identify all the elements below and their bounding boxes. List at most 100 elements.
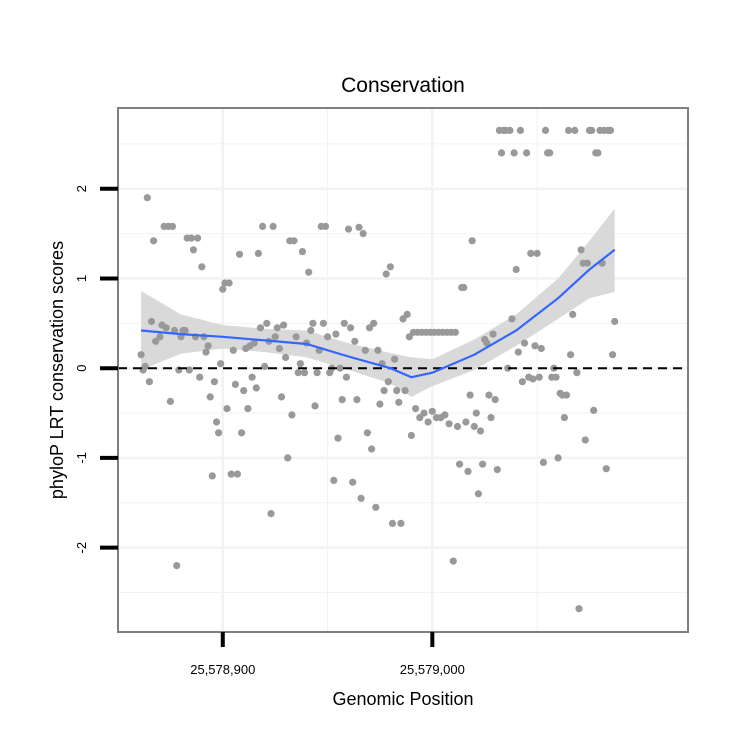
y-axis-title: phyloP LRT conservation scores: [47, 241, 67, 499]
data-point: [451, 328, 459, 336]
data-point: [407, 431, 415, 440]
data-point: [491, 396, 499, 404]
data-point: [606, 126, 615, 134]
data-point: [336, 364, 344, 372]
data-point: [541, 126, 550, 134]
data-point: [504, 364, 512, 372]
data-point: [292, 333, 300, 341]
data-point: [487, 414, 495, 422]
data-point: [416, 414, 424, 422]
data-point: [569, 310, 577, 318]
data-point: [267, 509, 275, 518]
data-point: [533, 249, 541, 257]
data-point: [456, 460, 464, 468]
data-point: [256, 324, 265, 332]
data-point: [340, 319, 348, 327]
data-point: [363, 429, 371, 437]
data-point: [217, 360, 225, 368]
y-tick-label: 2: [74, 185, 89, 192]
data-point: [523, 149, 531, 157]
data-point: [573, 369, 581, 377]
data-point: [238, 429, 246, 437]
data-point: [554, 454, 562, 462]
data-point: [294, 369, 302, 377]
data-point: [388, 519, 397, 528]
y-tick-label: 1: [74, 275, 89, 282]
data-point: [250, 339, 258, 347]
data-point: [483, 339, 491, 347]
data-point: [403, 310, 411, 318]
data-point: [562, 391, 571, 399]
data-point: [602, 465, 610, 473]
data-point: [357, 494, 365, 502]
data-point: [309, 319, 317, 327]
data-point: [282, 353, 290, 361]
data-point: [313, 369, 321, 377]
data-points: [137, 126, 619, 613]
data-point: [575, 605, 583, 613]
data-point: [405, 333, 413, 341]
data-point: [198, 263, 206, 271]
data-point: [263, 319, 271, 327]
data-point: [355, 223, 363, 231]
data-point: [520, 339, 529, 347]
data-point: [577, 246, 585, 254]
data-point: [588, 126, 596, 134]
data-point: [181, 326, 189, 335]
data-point: [474, 490, 482, 498]
data-point: [546, 149, 554, 157]
plot-panel: [117, 107, 689, 633]
data-point: [382, 270, 390, 278]
data-point: [462, 418, 470, 426]
data-point: [219, 285, 227, 293]
y-tick-label: -1: [74, 452, 89, 464]
data-point: [145, 378, 153, 386]
data-point: [397, 519, 405, 528]
data-point: [273, 324, 281, 332]
data-point: [334, 434, 342, 442]
data-point: [359, 230, 367, 238]
data-point: [460, 283, 468, 292]
data-point: [479, 460, 487, 468]
data-point: [330, 476, 338, 484]
x-axis-ticks: 25,578,900 25,579,000: [190, 632, 465, 677]
data-point: [206, 393, 214, 401]
data-point: [370, 319, 378, 327]
data-point: [338, 396, 346, 404]
x-tick-label: 25,578,900: [190, 662, 255, 677]
data-point: [254, 249, 262, 257]
data-point: [324, 333, 332, 341]
data-point: [248, 373, 256, 381]
data-point: [567, 351, 575, 359]
data-point: [137, 351, 145, 359]
data-point: [514, 348, 522, 356]
data-point: [529, 375, 537, 383]
data-point: [611, 317, 619, 326]
data-point: [386, 263, 394, 271]
data-point: [552, 373, 560, 381]
data-point: [187, 234, 195, 242]
confidence-ribbon: [141, 208, 615, 397]
data-point: [510, 149, 518, 157]
data-point: [196, 373, 204, 381]
data-point: [277, 393, 286, 401]
data-point: [271, 333, 279, 341]
data-point: [233, 470, 241, 478]
data-point: [210, 378, 218, 386]
data-point: [581, 436, 589, 444]
data-point: [319, 319, 327, 327]
data-point: [489, 330, 497, 338]
data-point: [472, 409, 480, 417]
data-point: [185, 366, 193, 374]
data-point: [173, 562, 181, 570]
data-point: [305, 268, 313, 276]
data-point: [384, 378, 392, 386]
data-point: [351, 337, 359, 345]
data-point: [194, 234, 202, 242]
data-point: [240, 387, 248, 395]
data-point: [227, 470, 235, 478]
data-point: [290, 237, 298, 245]
data-point: [147, 317, 156, 326]
data-point: [399, 315, 407, 323]
data-point: [493, 466, 501, 474]
